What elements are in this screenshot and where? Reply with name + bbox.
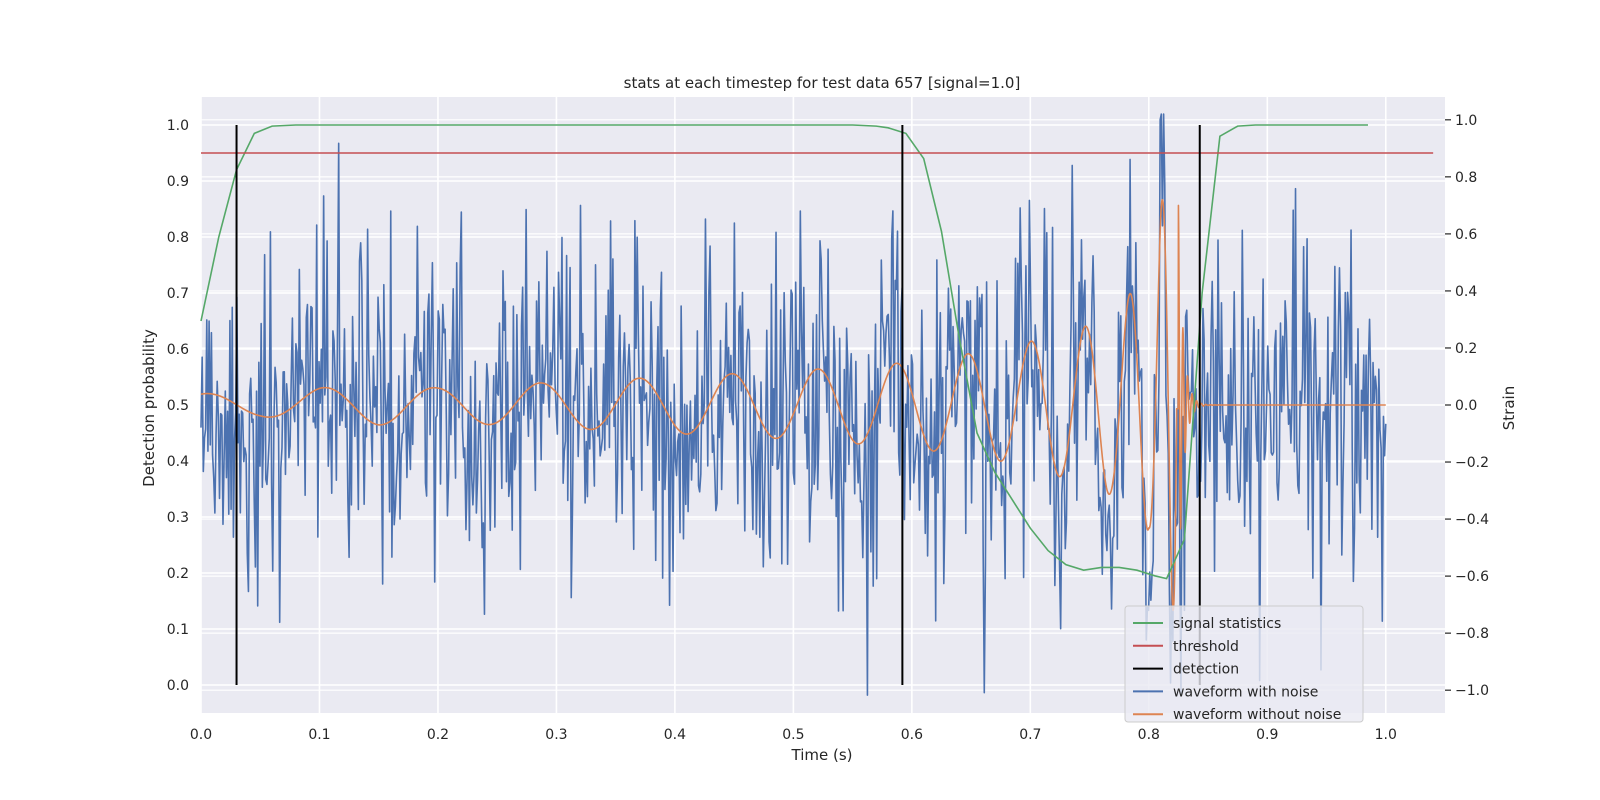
y-right-tick-label: 0.8	[1455, 170, 1477, 186]
x-tick-label: 0.6	[901, 727, 923, 743]
y-left-tick-label: 1.0	[167, 118, 189, 134]
y-left-tick-label: 0.6	[167, 342, 189, 358]
legend-label: waveform without noise	[1173, 707, 1341, 723]
x-tick-label: 0.1	[308, 727, 330, 743]
legend-label: detection	[1173, 662, 1239, 678]
legend-box	[1124, 605, 1364, 723]
x-tick-label: 0.7	[1019, 727, 1041, 743]
x-tick-label: 1.0	[1375, 727, 1397, 743]
y-left-tick-label: 0.2	[167, 566, 189, 582]
y-left-tick-label: 0.1	[167, 622, 189, 638]
y-right-tick-label: 1.0	[1455, 113, 1477, 129]
y-axis-right-label: Strain	[1500, 386, 1518, 430]
y-right-tick-label: −0.8	[1455, 626, 1489, 642]
y-right-tick-label: 0.2	[1455, 341, 1477, 357]
x-tick-label: 0.3	[545, 727, 567, 743]
x-tick-label: 0.4	[664, 727, 686, 743]
y-left-tick-label: 0.8	[167, 230, 189, 246]
y-right-tick-label: −0.2	[1455, 455, 1489, 471]
legend-label: waveform with noise	[1173, 684, 1318, 700]
y-left-tick-label: 0.0	[167, 678, 189, 694]
y-left-tick-label: 0.3	[167, 510, 189, 526]
series-signal-statistics	[200, 124, 1368, 580]
series-waveform-without-noise	[200, 198, 1387, 612]
y-left-tick-label: 0.7	[167, 286, 189, 302]
y-right-tick-label: 0.6	[1455, 227, 1477, 243]
axis-ticks: 0.0 0.1 0.2 0.3 0.4 0.5 0.6 0.7 0.8 0.9 1.0 0.0 0.1 0…	[167, 113, 1489, 743]
y-axis-left-label: Detection probability	[140, 329, 158, 487]
x-tick-label: 0.0	[190, 727, 212, 743]
plot-content	[200, 113, 1434, 696]
y-right-tick-label: 0.0	[1455, 398, 1477, 414]
y-left-tick-label: 0.5	[167, 398, 189, 414]
x-axis-label: Time (s)	[791, 746, 853, 764]
y-left-tick-label: 0.9	[167, 174, 189, 190]
legend: signal statistics threshold detection wavef…	[1124, 605, 1364, 723]
legend-label: threshold	[1173, 639, 1239, 655]
legend-label: signal statistics	[1173, 616, 1281, 632]
x-tick-label: 0.5	[782, 727, 804, 743]
y-right-tick-label: −1.0	[1455, 683, 1489, 699]
x-tick-label: 0.9	[1256, 727, 1278, 743]
y-left-tick-label: 0.4	[167, 454, 189, 470]
y-right-tick-label: 0.4	[1455, 284, 1477, 300]
chart-title: stats at each timestep for test data 657…	[624, 74, 1021, 92]
y-right-tick-label: −0.4	[1455, 512, 1489, 528]
y-right-tick-label: −0.6	[1455, 569, 1489, 585]
x-tick-label: 0.2	[427, 727, 449, 743]
x-tick-label: 0.8	[1138, 727, 1160, 743]
